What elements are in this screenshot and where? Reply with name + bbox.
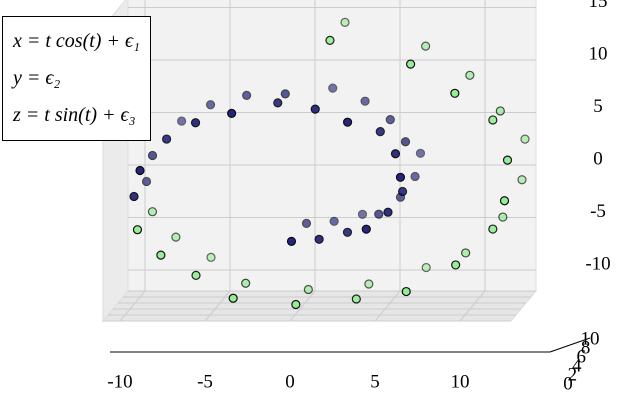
point (310, 104, 320, 114)
point (342, 117, 353, 127)
point (400, 137, 411, 147)
z-tick-label: 0 (593, 148, 603, 169)
point (329, 216, 339, 226)
point (129, 191, 139, 202)
point (328, 83, 338, 93)
grid-line (119, 290, 146, 322)
point (147, 150, 158, 161)
point (520, 134, 530, 144)
point (241, 278, 251, 288)
point (361, 224, 371, 234)
point (374, 209, 384, 219)
legend: x = t cos(t) + ϵ₁ y = ϵ₂ z = t sin(t) + … (2, 16, 151, 141)
point (401, 286, 411, 297)
point (135, 165, 145, 176)
y-tick-label: 4 (572, 355, 582, 376)
point (291, 299, 301, 310)
x-tick-label: -5 (197, 371, 213, 392)
x-tick-label: -10 (107, 371, 132, 392)
z-tick-label: 15 (589, 0, 608, 12)
point (177, 116, 187, 126)
point (488, 224, 498, 234)
point (451, 260, 461, 270)
point (141, 176, 152, 187)
point (495, 106, 505, 116)
point (242, 90, 252, 100)
point (395, 172, 406, 182)
x-tick-label: 0 (285, 371, 295, 392)
axis-line (549, 337, 591, 353)
legend-line: z = t sin(t) + ϵ₃ (13, 104, 136, 126)
point (206, 252, 216, 262)
point (364, 279, 374, 289)
point (227, 108, 237, 118)
point (228, 293, 238, 303)
floor-pane (101, 290, 538, 322)
point (205, 100, 216, 110)
point (421, 262, 431, 273)
z-tick-label: -10 (585, 253, 610, 274)
y-tick-label: 0 (563, 373, 573, 394)
point (342, 227, 353, 237)
point (351, 294, 361, 304)
grid-line (289, 290, 316, 322)
point (191, 270, 201, 280)
point (390, 149, 401, 159)
point (375, 127, 385, 137)
point (498, 212, 508, 222)
point (286, 236, 297, 246)
point (156, 250, 166, 260)
legend-line: x = t cos(t) + ϵ₁ (13, 30, 140, 52)
point (301, 218, 312, 228)
point (450, 88, 460, 98)
y-tick-label: 10 (581, 328, 600, 349)
point (421, 41, 431, 51)
grid-line (459, 290, 486, 322)
point (314, 234, 324, 244)
point (383, 207, 393, 217)
point (273, 98, 283, 108)
x-tick-label: 5 (370, 371, 380, 392)
point (499, 196, 510, 206)
z-tick-label: 10 (589, 43, 608, 64)
point (280, 89, 290, 99)
point (461, 248, 471, 258)
point (147, 207, 158, 217)
point (517, 175, 527, 185)
point (465, 70, 475, 80)
point (325, 35, 335, 45)
point (415, 148, 426, 158)
point (406, 59, 416, 69)
point (488, 115, 498, 125)
x-tick-label: 10 (451, 371, 470, 392)
y-tick-label: 8 (581, 337, 591, 358)
point (162, 134, 172, 144)
z-tick-label: 5 (593, 96, 603, 117)
point (340, 17, 350, 27)
point (303, 284, 313, 295)
grid-line (374, 290, 401, 322)
point (410, 171, 420, 182)
z-tick-label: -5 (590, 201, 606, 222)
point (360, 96, 370, 106)
point (190, 118, 201, 128)
y-tick-label: 2 (568, 364, 578, 385)
grid-line (204, 290, 231, 322)
point (502, 155, 513, 165)
legend-line: y = ϵ₂ (13, 67, 61, 89)
point (171, 232, 181, 242)
point (132, 225, 143, 235)
point (357, 209, 368, 219)
point (397, 186, 408, 197)
y-tick-label: 6 (576, 346, 586, 367)
point (385, 115, 395, 125)
